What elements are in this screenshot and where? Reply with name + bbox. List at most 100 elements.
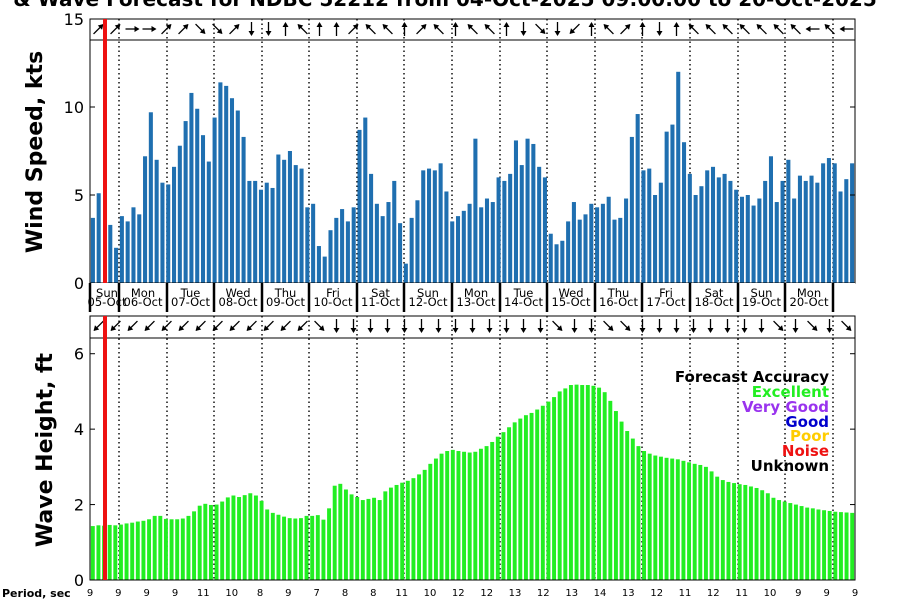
direction-arrow — [722, 24, 733, 35]
day-name: Thu — [274, 286, 297, 300]
bar — [189, 92, 194, 283]
wave-height-panel: 0 2 4 6 Wave Height, ft Forecast Accuracy E… — [2, 315, 858, 600]
bar — [571, 202, 576, 283]
bar — [169, 519, 174, 580]
bar — [235, 110, 240, 284]
bar — [328, 230, 333, 283]
bar — [768, 156, 773, 283]
bar — [415, 200, 420, 283]
bar — [687, 462, 692, 580]
bar — [619, 421, 624, 580]
day-name: Wed — [225, 286, 250, 300]
direction-arrow — [382, 24, 393, 35]
day-date: 16-Oct — [599, 295, 638, 309]
direction-arrow — [639, 22, 646, 36]
bar — [658, 456, 663, 580]
bar — [737, 484, 742, 580]
direction-arrow — [367, 319, 374, 333]
bar — [484, 446, 489, 580]
bar — [574, 384, 579, 580]
direction-arrow — [142, 26, 157, 32]
bar — [444, 191, 449, 283]
bar — [709, 471, 714, 580]
direction-arrow — [435, 319, 442, 333]
bar — [421, 170, 426, 283]
wave-height-bars — [90, 384, 855, 580]
direction-arrow — [807, 320, 818, 331]
legend-unknown: Unknown — [751, 457, 829, 475]
direction-arrow — [688, 24, 699, 35]
bar — [583, 214, 588, 283]
direction-arrow — [110, 24, 121, 35]
bar — [484, 198, 490, 283]
period-label: 9 — [144, 588, 150, 599]
bar — [554, 244, 559, 283]
bar — [231, 495, 236, 580]
bar — [208, 504, 213, 580]
direction-arrow — [212, 320, 223, 331]
bar — [135, 521, 140, 580]
bar — [844, 179, 849, 283]
day-date: 06-Oct — [124, 295, 163, 309]
day-name: Mon — [131, 286, 155, 300]
bar — [206, 161, 211, 283]
direction-arrow — [603, 24, 614, 35]
bar — [473, 451, 478, 580]
bar — [675, 459, 680, 580]
y-tick-label: 2 — [74, 496, 84, 515]
direction-arrow — [125, 26, 140, 32]
bar — [585, 385, 590, 580]
direction-arrow — [280, 320, 291, 331]
bar — [754, 487, 759, 580]
period-label: 12 — [707, 588, 720, 599]
direction-arrow — [333, 319, 340, 333]
bar — [253, 495, 258, 580]
direction-arrow — [841, 320, 852, 331]
bar — [600, 203, 605, 283]
bar — [439, 453, 444, 580]
direction-arrow — [433, 24, 444, 35]
bar — [490, 441, 495, 580]
bar — [838, 191, 843, 283]
bar — [710, 166, 716, 283]
bar — [780, 180, 785, 283]
period-label: 12 — [537, 588, 550, 599]
bar — [172, 166, 177, 283]
bar — [705, 170, 710, 283]
bar — [560, 240, 565, 283]
bar — [338, 483, 343, 580]
bar — [810, 508, 815, 580]
bar — [557, 391, 562, 580]
bar — [203, 503, 208, 580]
bar — [118, 524, 123, 580]
bar — [792, 198, 797, 283]
bar — [793, 504, 798, 580]
bar — [496, 177, 501, 283]
y-tick-label: 6 — [74, 345, 84, 364]
bar — [577, 219, 582, 283]
bar — [728, 180, 733, 283]
direction-arrow — [656, 22, 663, 36]
bar — [141, 520, 146, 580]
bar — [546, 401, 551, 580]
day-name: Wed — [558, 286, 583, 300]
period-label: 8 — [257, 588, 263, 599]
legend-excellent: Excellent — [752, 383, 829, 401]
bar — [850, 512, 855, 580]
bar — [445, 451, 450, 580]
direction-arrow — [384, 319, 391, 333]
bar — [467, 452, 472, 580]
period-label: 12 — [452, 588, 465, 599]
direction-arrow — [552, 320, 563, 331]
bar — [568, 385, 573, 580]
direction-arrow — [401, 319, 408, 333]
bar — [647, 168, 652, 283]
bar — [403, 263, 408, 283]
bar — [282, 516, 287, 580]
bar — [374, 203, 379, 283]
bar — [512, 422, 517, 580]
bar — [797, 175, 802, 283]
bar — [624, 198, 629, 283]
period-label: 9 — [795, 588, 801, 599]
bar — [612, 219, 617, 283]
